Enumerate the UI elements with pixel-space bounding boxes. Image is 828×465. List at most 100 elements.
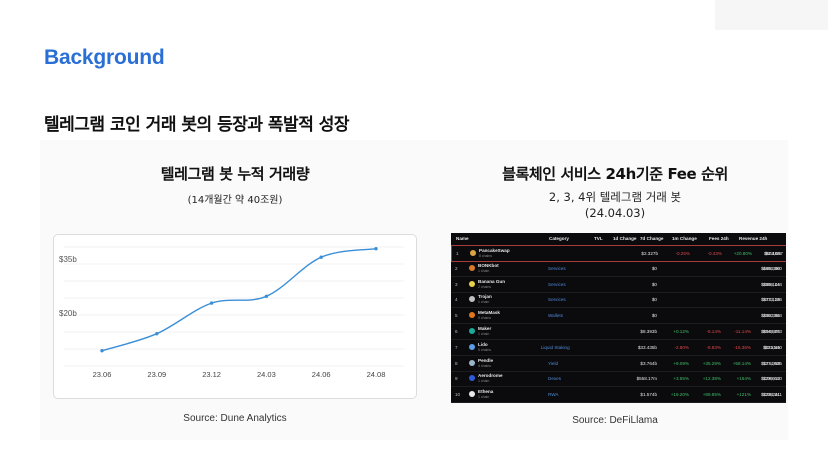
project-name[interactable]: Ethena bbox=[478, 389, 494, 395]
corner-shade bbox=[715, 0, 828, 30]
data-point bbox=[374, 247, 378, 251]
left-chart-note: (14개월간 약 40조원) bbox=[187, 195, 283, 206]
x-tick-label: 23.12 bbox=[202, 370, 221, 379]
change-1m: +121% bbox=[736, 392, 751, 398]
change-7d: -5.14% bbox=[706, 329, 721, 334]
change-1d: +19.20% bbox=[670, 392, 689, 398]
header-fees-24h[interactable]: Fees 24h bbox=[709, 236, 729, 241]
header-1d-change[interactable]: 1d Change bbox=[613, 236, 637, 241]
table-row[interactable]: 5 MetaMask 9 chains Wallets $0 $350,364 $350,3… bbox=[451, 308, 786, 325]
chain-count: 8 chains bbox=[479, 254, 493, 258]
fees-24h: $386,144 bbox=[760, 281, 780, 287]
project-logo-icon bbox=[469, 375, 475, 382]
change-1m: +154% bbox=[736, 376, 751, 382]
header-1m-change[interactable]: 1m Change bbox=[672, 236, 697, 241]
project-name[interactable]: MetaMask bbox=[478, 310, 500, 316]
fees-24h: $274,358 bbox=[760, 360, 780, 366]
header-revenue-24h[interactable]: Revenue 24h bbox=[739, 236, 768, 241]
table-row[interactable]: 2 BONKbot 1 chain Services $0 $486,360 $486,36… bbox=[451, 261, 786, 277]
project-logo-icon bbox=[469, 359, 475, 366]
table-row[interactable]: 9 Aerodrome 1 chain Dexes $558.17m +3.55% +12.… bbox=[451, 371, 786, 388]
y-tick-label: $35b bbox=[59, 255, 77, 264]
data-point bbox=[209, 301, 214, 305]
tvl-value: $558.17m bbox=[636, 376, 657, 382]
header-name[interactable]: Name bbox=[456, 236, 469, 241]
fees-24h: $373,136 bbox=[760, 297, 780, 303]
header-category[interactable]: Category bbox=[549, 236, 569, 241]
chain-count: 1 chain bbox=[478, 379, 490, 384]
table-row[interactable]: 7 Lido 5 chains Liquid Staking $33.435b -2.80… bbox=[451, 340, 786, 356]
revenue-24h: $350,364 bbox=[762, 313, 782, 319]
project-name[interactable]: Pendle bbox=[478, 357, 494, 363]
right-table-note: 2, 3, 4위 텔레그램 거래 봇 bbox=[548, 190, 682, 204]
project-name[interactable]: Banana Gun bbox=[478, 278, 506, 284]
revenue-24h: $373,136 bbox=[762, 297, 782, 303]
chain-count: 1 chain bbox=[478, 268, 490, 273]
rank-number: 1 bbox=[456, 251, 459, 256]
table-row[interactable]: 10 Ethena 1 chain RWA $1.574b +19.20% +89.85% +… bbox=[451, 387, 786, 403]
fees-24h: $350,364 bbox=[760, 313, 780, 319]
table-row[interactable]: 4 Trojan 1 chain Services $0 $373,136 $373,136 bbox=[451, 292, 786, 309]
change-1d: +0.12% bbox=[673, 329, 689, 334]
tvl-value: $0 bbox=[651, 265, 657, 271]
project-name[interactable]: Maker bbox=[478, 326, 492, 331]
category-tag: Yield bbox=[548, 360, 559, 366]
project-logo-icon bbox=[469, 391, 475, 398]
rank-number: 10 bbox=[455, 392, 461, 398]
revenue-24h: $386,144 bbox=[762, 281, 782, 287]
fees-24h: $894,905 bbox=[760, 329, 780, 334]
left-chart-title: 텔레그램 봇 누적 거래량 bbox=[160, 165, 310, 183]
change-1d: -0.25% bbox=[675, 251, 690, 256]
table-row[interactable]: 8 Pendle 4 chains Yield $3.764b +9.09% +35.29%… bbox=[451, 356, 786, 372]
project-name[interactable]: PancakeSwap bbox=[479, 248, 510, 253]
project-name[interactable]: BONKbot bbox=[478, 262, 499, 268]
project-logo-icon bbox=[469, 264, 475, 271]
revenue-24h: $603,087 bbox=[763, 251, 783, 256]
project-name[interactable]: Trojan bbox=[478, 294, 492, 300]
change-7d: -0.43% bbox=[707, 251, 722, 256]
change-7d: +35.29% bbox=[702, 360, 721, 366]
chain-count: 1 chain bbox=[478, 300, 490, 305]
data-point bbox=[264, 294, 269, 298]
change-1m: +58.14% bbox=[732, 360, 751, 366]
change-1d: +3.55% bbox=[673, 376, 689, 382]
data-point bbox=[319, 255, 323, 259]
category-tag: Services bbox=[548, 281, 566, 287]
header-tvl[interactable]: TVL bbox=[594, 236, 603, 241]
project-name[interactable]: Lido bbox=[478, 341, 488, 347]
change-1d: -2.80% bbox=[674, 344, 689, 350]
table-row[interactable]: 6 Maker 1 chain $8.393b +0.12% -5.14% -11.14% $… bbox=[451, 324, 786, 340]
category-tag: Services bbox=[548, 265, 566, 271]
table-row[interactable]: 3 Banana Gun 2 chains Services $0 $386,144 $38… bbox=[451, 277, 786, 293]
project-logo-icon bbox=[470, 250, 476, 256]
y-tick-label: $20b bbox=[59, 309, 77, 318]
tvl-value: $8.393b bbox=[640, 329, 657, 334]
fees-24h: $486,360 bbox=[760, 265, 780, 271]
revenue-24h: $239,610 bbox=[762, 376, 782, 382]
x-tick-label: 24.03 bbox=[257, 370, 276, 379]
project-logo-icon bbox=[469, 280, 475, 287]
revenue-24h: $274,635 bbox=[762, 360, 782, 366]
chain-count: 9 chains bbox=[478, 316, 492, 321]
tvl-value: $2.327b bbox=[641, 251, 658, 256]
fee-ranking-table: Name Category TVL 1d Change 7d Change 1m… bbox=[451, 233, 786, 403]
header-7d-change[interactable]: 7d Change bbox=[640, 236, 664, 241]
x-tick-label: 24.06 bbox=[312, 370, 331, 379]
category-tag: RWA bbox=[548, 392, 559, 398]
tvl-value: $1.574b bbox=[640, 392, 657, 398]
x-tick-label: 23.06 bbox=[93, 370, 112, 379]
rank-number: 2 bbox=[455, 265, 458, 271]
left-source: Source: Dune Analytics bbox=[183, 413, 287, 424]
fees-24h: $238,241 bbox=[760, 392, 780, 398]
slide-subtitle: 텔레그램 코인 거래 봇의 등장과 폭발적 성장 bbox=[44, 115, 350, 135]
fees-24h: $239,610 bbox=[760, 376, 780, 382]
volume-chart-card: $35b $20b 23.06 23.09 23.12 24.03 24.06 24.08 bbox=[53, 234, 417, 399]
slide-title: Background bbox=[44, 46, 165, 69]
fees-24h: $2.48m bbox=[765, 251, 781, 256]
category-tag: Dexes bbox=[548, 376, 562, 382]
chain-count: 2 chains bbox=[478, 284, 492, 289]
change-7d: +89.85% bbox=[702, 392, 721, 398]
table-row[interactable]: 1 PancakeSwap 8 chains $2.327b -0.25% -0.43% +… bbox=[451, 245, 786, 262]
tvl-value: $0 bbox=[651, 281, 657, 287]
project-name[interactable]: Aerodrome bbox=[478, 373, 503, 379]
